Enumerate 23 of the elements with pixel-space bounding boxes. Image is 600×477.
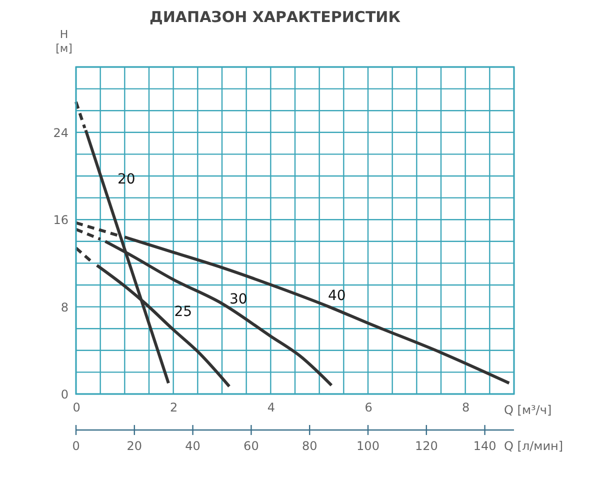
x-tick-label: 0 — [72, 400, 80, 414]
x2-tick-label: 120 — [414, 439, 438, 453]
x2-tick-label: 80 — [302, 439, 318, 453]
x2-axis-title: Q [л/мин] — [504, 439, 564, 453]
x2-tick-label: 140 — [473, 439, 496, 453]
x2-tick-label: 40 — [185, 439, 200, 453]
x2-tick-label: 0 — [72, 439, 80, 453]
y-axis-title: H [м] — [56, 28, 72, 55]
y-tick-label: 24 — [53, 126, 68, 140]
chart-title: ДИАПАЗОН ХАРАКТЕРИСТИК — [150, 8, 402, 26]
x-tick-label: 8 — [462, 400, 470, 414]
y-tick-label: 16 — [53, 213, 68, 228]
x2-tick-label: 100 — [356, 439, 380, 453]
x-tick-label: 6 — [364, 400, 372, 414]
x-tick-label: 2 — [170, 400, 178, 414]
x2-tick-label: 60 — [244, 439, 259, 453]
x-axis-title: Q [м³/ч] — [504, 403, 552, 417]
x-tick-label: 4 — [267, 400, 275, 414]
y-tick-label: 8 — [60, 300, 68, 314]
series-label: 25 — [174, 304, 192, 320]
line-series — [123, 236, 511, 385]
x2-tick-label: 20 — [126, 439, 142, 453]
y-tick-label: 0 — [60, 388, 68, 402]
